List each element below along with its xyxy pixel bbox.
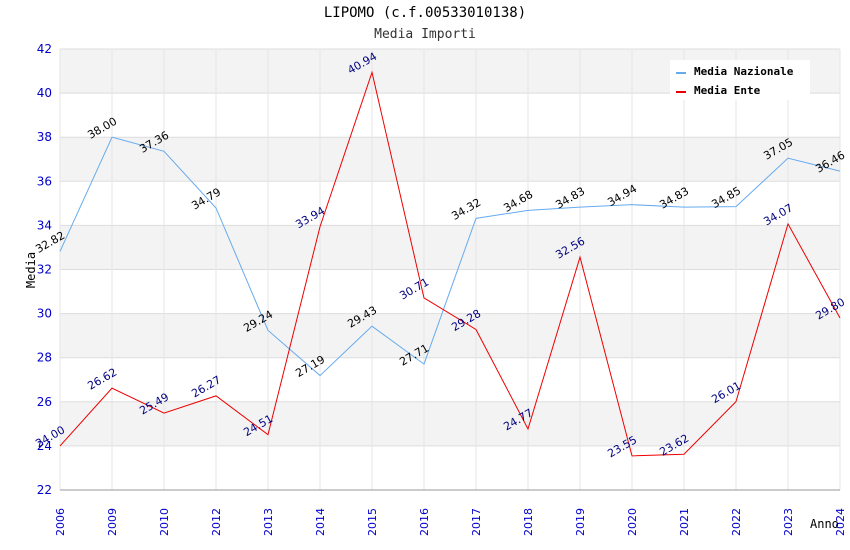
x-tick-label: 2016 [418, 508, 431, 536]
x-tick-label: 2013 [262, 508, 275, 536]
x-tick-label: 2014 [314, 508, 327, 536]
series-line-nazionale [59, 136, 841, 377]
y-axis-label: Media [24, 252, 38, 288]
x-tick-label: 2017 [470, 508, 483, 536]
series-lines [59, 70, 841, 457]
x-tick-label: 2006 [54, 508, 67, 536]
y-tick-label: 36 [37, 174, 52, 188]
y-tick-label: 24 [37, 439, 52, 453]
x-tick-label: 2019 [574, 508, 587, 536]
legend-label-ente: Media Ente [694, 84, 761, 97]
plot-band [60, 445, 840, 490]
legend: Media Nazionale Media Ente [670, 60, 810, 100]
plot-band [60, 225, 840, 270]
y-tick-label: 38 [37, 130, 52, 144]
plot-band [60, 313, 840, 358]
x-tick-label: 2015 [366, 508, 379, 536]
y-axis-ticks: 22 24 26 28 30 32 34 36 38 40 42 [37, 42, 52, 497]
plot-band [60, 357, 840, 402]
x-tick-label: 2021 [678, 508, 691, 536]
y-tick-label: 26 [37, 395, 52, 409]
x-tick-label: 2010 [158, 508, 171, 536]
plot-band [60, 137, 840, 182]
y-tick-label: 34 [37, 218, 52, 232]
y-tick-label: 40 [37, 86, 52, 100]
x-axis-ticks: 2006 2009 2010 2012 2013 2014 2015 2016 2017 2018… [54, 508, 847, 536]
y-tick-label: 22 [37, 483, 52, 497]
x-tick-label: 2018 [522, 508, 535, 536]
x-axis-label: Anno [810, 517, 839, 531]
y-tick-label: 28 [37, 351, 52, 365]
y-tick-label: 30 [37, 307, 52, 321]
x-tick-label: 2022 [730, 508, 743, 536]
y-tick-label: 42 [37, 42, 52, 56]
plot-background-bands [60, 49, 840, 490]
legend-label-nazionale: Media Nazionale [694, 65, 794, 78]
x-tick-label: 2020 [626, 508, 639, 536]
chart-title: LIPOMO (c.f.00533010138) [323, 5, 527, 21]
plot-band [60, 93, 840, 138]
plot-band [60, 401, 840, 446]
y-tick-label: 32 [37, 263, 52, 277]
legend-box [670, 60, 810, 100]
chart-subtitle: Media Importi [374, 27, 476, 42]
x-tick-label: 2012 [210, 508, 223, 536]
plot-band [60, 181, 840, 226]
x-tick-label: 2024 [834, 508, 847, 536]
x-tick-label: 2023 [782, 508, 795, 536]
x-tick-label: 2009 [106, 508, 119, 536]
series-line-ente [59, 70, 841, 457]
